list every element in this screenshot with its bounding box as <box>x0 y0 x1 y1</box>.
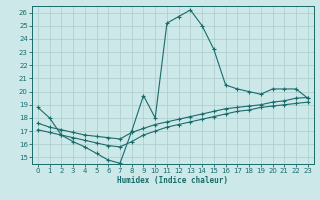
X-axis label: Humidex (Indice chaleur): Humidex (Indice chaleur) <box>117 176 228 185</box>
